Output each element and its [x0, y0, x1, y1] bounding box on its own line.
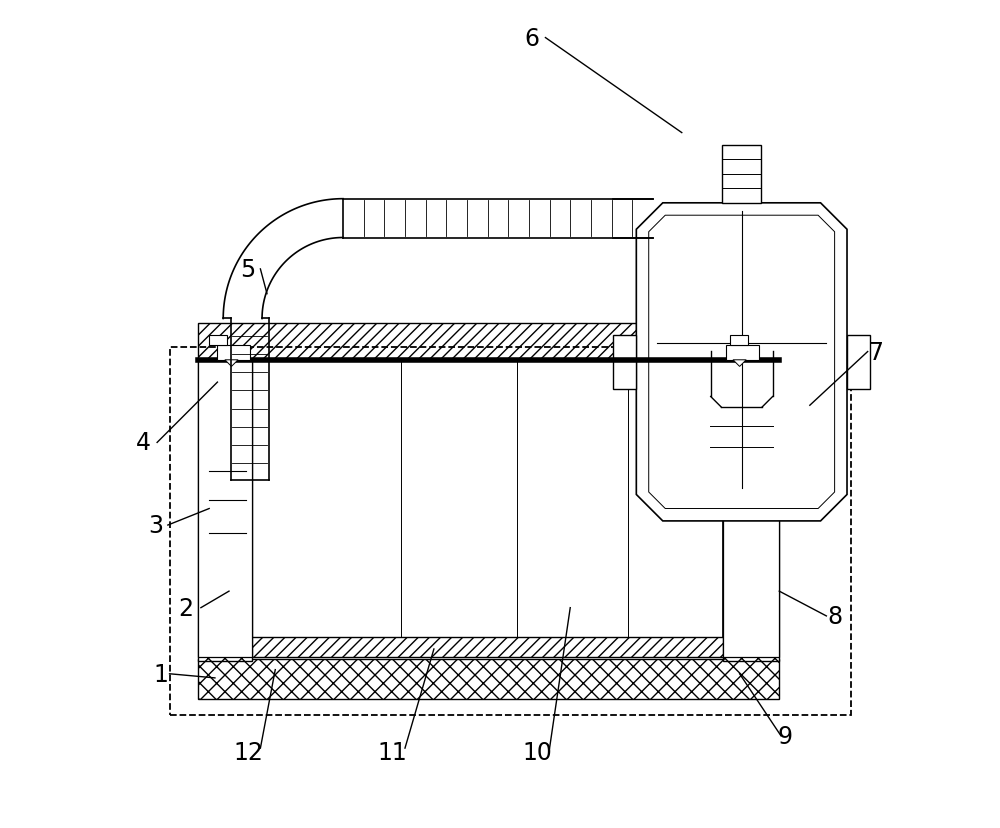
- Bar: [252, 637, 723, 657]
- Polygon shape: [225, 360, 238, 367]
- Text: 11: 11: [378, 740, 407, 764]
- Bar: [847, 335, 870, 389]
- Bar: [198, 360, 252, 657]
- Text: 5: 5: [240, 258, 256, 282]
- Text: 9: 9: [778, 724, 793, 748]
- Bar: [198, 360, 252, 662]
- Polygon shape: [636, 204, 847, 522]
- Text: 8: 8: [827, 604, 842, 628]
- Polygon shape: [733, 360, 746, 367]
- Text: 2: 2: [179, 596, 194, 620]
- Bar: [252, 360, 723, 657]
- Text: 1: 1: [154, 662, 169, 686]
- Text: 7: 7: [868, 340, 883, 364]
- Text: 6: 6: [524, 26, 539, 51]
- Bar: [730, 335, 748, 345]
- Text: 10: 10: [522, 740, 552, 764]
- Bar: [209, 335, 227, 345]
- Bar: [613, 335, 636, 389]
- Bar: [726, 345, 759, 360]
- Bar: [722, 146, 761, 204]
- Bar: [198, 323, 779, 360]
- Bar: [217, 345, 250, 360]
- Text: 4: 4: [136, 431, 151, 455]
- Bar: [723, 360, 779, 662]
- Bar: [170, 348, 851, 715]
- Bar: [198, 659, 779, 699]
- Text: 12: 12: [233, 740, 263, 764]
- Bar: [723, 360, 779, 657]
- Text: 3: 3: [148, 513, 163, 537]
